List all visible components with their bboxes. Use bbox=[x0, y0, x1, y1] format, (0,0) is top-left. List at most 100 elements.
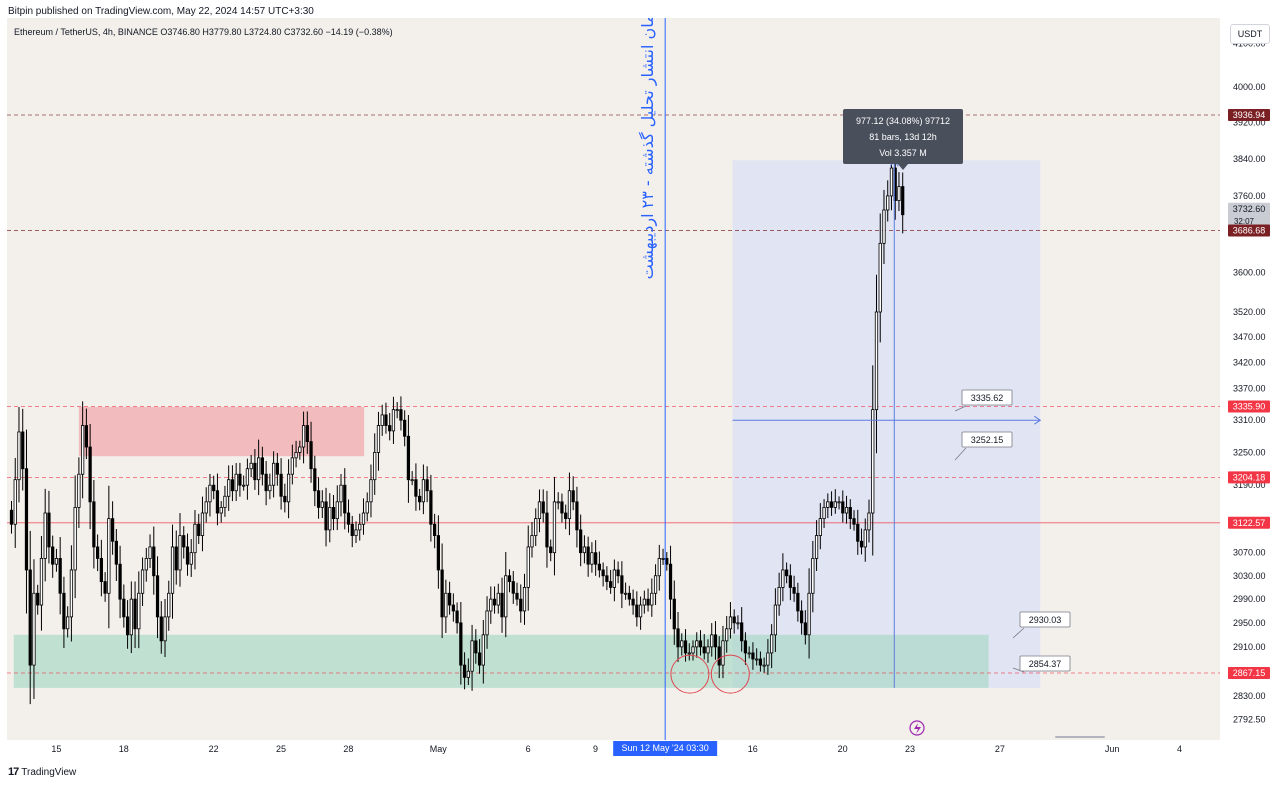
candle-body bbox=[601, 569, 605, 577]
price-axis-tick: 2830.00 bbox=[1233, 691, 1266, 701]
price-axis-tick: 3190.00 bbox=[1233, 480, 1266, 490]
candle-body bbox=[58, 558, 62, 594]
candle-body bbox=[736, 622, 740, 625]
candle-body bbox=[706, 646, 710, 654]
candle-body bbox=[863, 529, 867, 548]
candle-body bbox=[586, 546, 590, 565]
candle-body bbox=[358, 523, 362, 531]
candle-body bbox=[507, 575, 512, 582]
candle-body bbox=[13, 479, 17, 525]
currency-button[interactable]: USDT bbox=[1230, 24, 1270, 44]
candle-body bbox=[361, 512, 366, 525]
candle-body bbox=[691, 646, 695, 654]
candle-body bbox=[901, 186, 905, 216]
candle-body bbox=[762, 664, 766, 667]
candle-body bbox=[725, 628, 729, 642]
candle-body bbox=[844, 507, 849, 514]
price-tag-label: 3204.18 bbox=[1233, 472, 1266, 482]
candle-body bbox=[560, 501, 564, 514]
price-axis-tick: 3760.00 bbox=[1233, 191, 1266, 201]
candle-body bbox=[695, 640, 699, 648]
price-axis-tick: 3070.00 bbox=[1233, 548, 1266, 558]
candle-body bbox=[477, 652, 482, 666]
candle-body bbox=[268, 484, 272, 492]
candle-body bbox=[534, 518, 538, 536]
time-axis[interactable]: 15 18 22 25 28 May 6 9 16 20 23 27 Jun 4 Sun 12 May '2… bbox=[51, 736, 1182, 756]
time-axis-tick: 6 bbox=[526, 744, 531, 754]
candle-body bbox=[215, 490, 220, 514]
price-axis-tick: 3420.00 bbox=[1233, 358, 1266, 368]
candle-body bbox=[324, 501, 328, 531]
price-axis-tick: 3370.00 bbox=[1233, 384, 1266, 394]
candle-body bbox=[140, 569, 145, 594]
candle-body bbox=[504, 575, 508, 618]
tradingview-logo[interactable]: 17 TradingView bbox=[8, 766, 76, 778]
candle-body bbox=[129, 598, 133, 636]
candle-body bbox=[751, 652, 755, 660]
price-tag-box bbox=[1228, 202, 1270, 227]
candle-body bbox=[346, 512, 351, 525]
candle-body bbox=[204, 501, 208, 514]
candle-body bbox=[137, 592, 141, 630]
candle-body bbox=[758, 658, 763, 666]
price-tag-box bbox=[1228, 400, 1270, 413]
candle-body bbox=[369, 479, 373, 503]
candle-body bbox=[406, 435, 411, 481]
price-tag-box bbox=[1228, 516, 1270, 529]
candle-body bbox=[309, 441, 313, 470]
candle-body bbox=[305, 425, 309, 443]
candle-body bbox=[620, 575, 624, 594]
candle-body bbox=[668, 563, 673, 600]
candle-body bbox=[657, 558, 661, 577]
publish-header: Bitpin published on TradingView.com, May… bbox=[0, 0, 1280, 22]
candle-body bbox=[856, 523, 860, 542]
candle-body bbox=[886, 195, 890, 211]
candle-body bbox=[650, 592, 654, 606]
candle-body bbox=[773, 604, 778, 636]
candle-body bbox=[515, 592, 519, 600]
candle-body bbox=[118, 563, 122, 600]
time-axis-tick: 25 bbox=[276, 744, 286, 754]
candle-body bbox=[638, 604, 643, 618]
candle-body bbox=[24, 468, 29, 571]
support-zone bbox=[13, 634, 989, 688]
measure-tooltip-box bbox=[843, 109, 963, 164]
candle-body bbox=[814, 535, 819, 559]
candle-body bbox=[170, 546, 175, 594]
candle-body bbox=[433, 523, 437, 536]
price-axis-tick: 3520.00 bbox=[1233, 307, 1266, 317]
candle-body bbox=[103, 581, 107, 594]
callout-label: 2854.37 bbox=[1029, 659, 1062, 669]
candle-body bbox=[732, 616, 736, 624]
candle-body bbox=[69, 569, 74, 618]
crosshair-date-label: Sun 12 May '24 03:30 bbox=[622, 743, 709, 753]
candle-body bbox=[519, 598, 523, 612]
candle-body bbox=[579, 529, 583, 554]
price-chart[interactable]: زمان انتشار تحلیل گذشته - ۲۳ اردیبهشت 977… bbox=[0, 18, 1280, 760]
candle-body bbox=[144, 558, 148, 571]
price-tag-box bbox=[1228, 108, 1270, 121]
candle-body bbox=[234, 473, 238, 492]
candle-body bbox=[21, 431, 25, 470]
candle-body bbox=[43, 512, 47, 559]
candle-body bbox=[298, 446, 302, 453]
price-axis[interactable]: 4100.004000.003920.003840.003760.003600.… bbox=[1233, 39, 1266, 725]
candle-body bbox=[792, 587, 796, 594]
low-circle bbox=[710, 654, 750, 694]
candle-body bbox=[717, 646, 721, 666]
candle-body bbox=[230, 479, 235, 492]
candle-body bbox=[766, 652, 770, 666]
candle-body bbox=[294, 452, 298, 459]
candle-body bbox=[451, 604, 455, 612]
candle-body bbox=[122, 598, 126, 618]
candle-body bbox=[28, 569, 32, 666]
candle-body bbox=[485, 610, 489, 636]
candle-body bbox=[609, 581, 613, 588]
candle-body bbox=[571, 490, 575, 503]
candle-body bbox=[616, 569, 620, 577]
candle-body bbox=[710, 634, 714, 648]
price-tag-box bbox=[1228, 666, 1270, 679]
candle-body bbox=[421, 479, 426, 503]
crosshair-date-box bbox=[613, 741, 718, 756]
candle-body bbox=[92, 501, 96, 548]
